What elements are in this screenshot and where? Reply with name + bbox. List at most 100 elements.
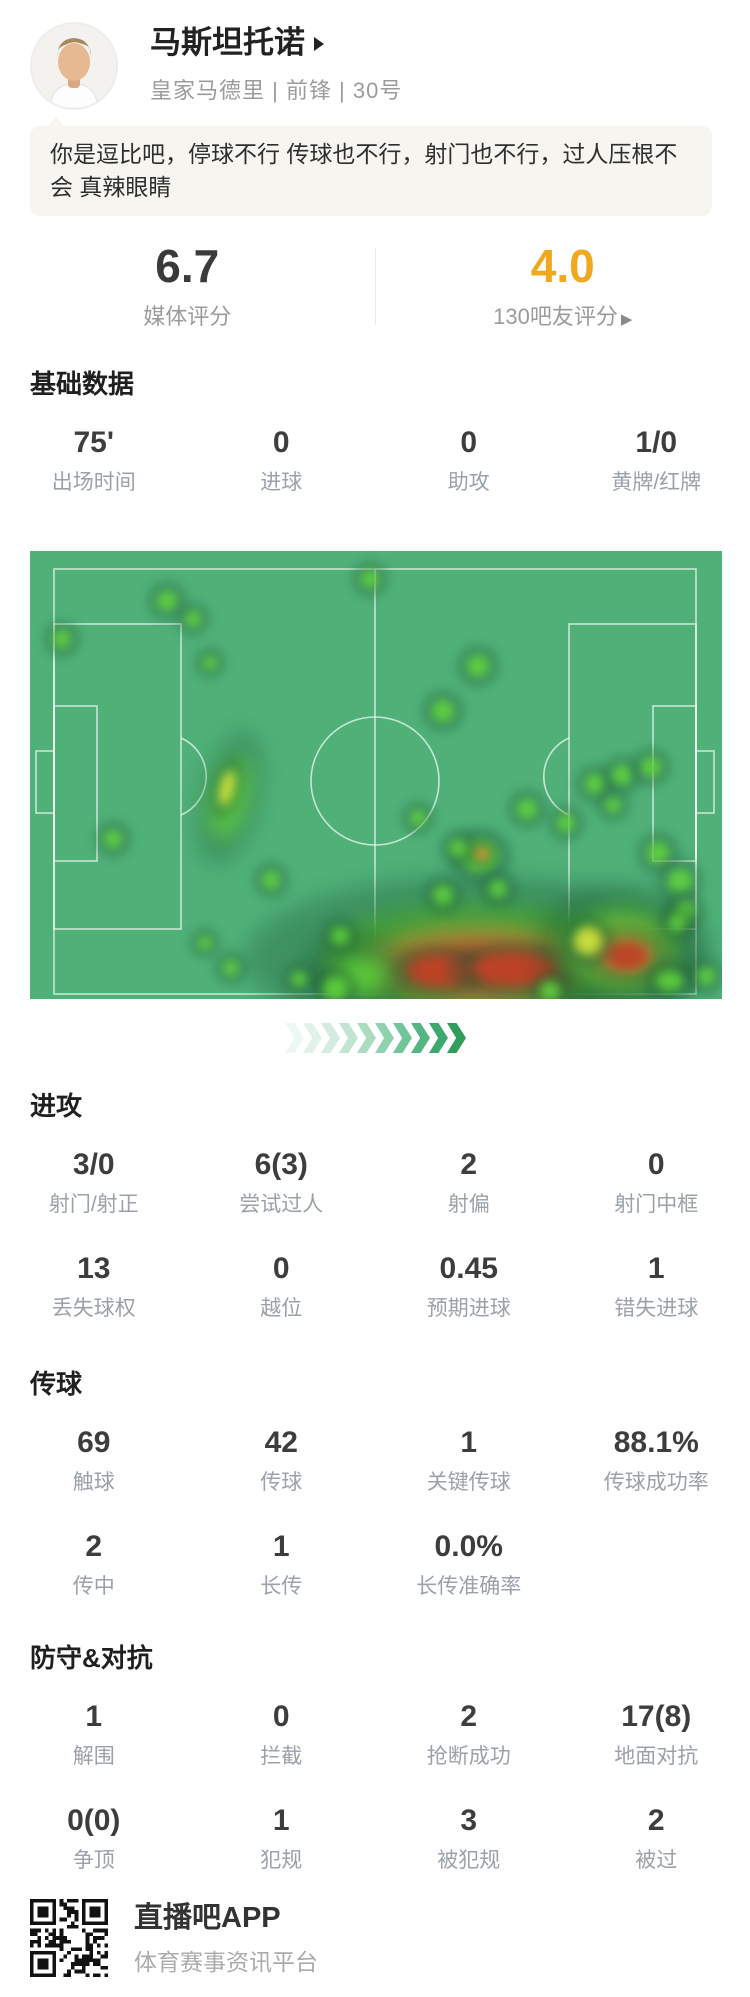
qr-module [52,1936,56,1940]
qr-module [85,1973,90,1977]
qr-module [70,1965,75,1970]
stat-label: 拦截 [260,1745,303,1768]
qr-module [67,1925,71,1929]
player-photo [32,24,116,108]
qr-module [37,1906,49,1918]
qr-module [89,1906,101,1918]
stat-value: 88.1% [613,1426,699,1459]
stat-label: 争顶 [72,1849,115,1872]
qr-module [89,1954,94,1959]
qr-module [78,1962,82,1966]
qr-module [74,1947,79,1951]
stat-value: 42 [264,1426,298,1459]
qr-module [70,1906,75,1911]
qr-module [37,1939,42,1944]
qr-module [78,1947,82,1951]
qr-module [93,1936,97,1940]
stat-label: 传球成功率 [603,1471,709,1494]
stat-value: 0 [272,426,290,459]
qr-module [82,1954,86,1959]
stat-value: 0.0% [434,1530,503,1563]
stat-label: 黄牌/红牌 [611,471,702,494]
qr-module [67,1969,71,1974]
qr-module [37,1936,42,1940]
qr-module [52,1928,56,1933]
stat-row: 1 解围 0 拦截 2 抢断成功 17(8) 地面对抗 [0,1699,750,1769]
qr-module [96,1928,101,1933]
heat-blob [647,842,669,864]
stat-value: 13 [77,1252,111,1285]
fans-rating[interactable]: 4.0 130吧友评分 ▶ [376,240,750,333]
qr-module [89,1958,94,1963]
qr-module [44,1943,49,1948]
stat-value: 0 [272,1700,290,1733]
qr-module [67,1910,71,1914]
hot-comment-text: 你是逗比吧，停球不行 传球也不行，射门也不行，过人压根不会 真辣眼睛 [50,141,678,200]
heat-blob [361,570,379,588]
chevron-right-icon [447,1023,466,1053]
qr-module [67,1906,71,1911]
heat-blob [198,936,212,950]
heat-blob [53,630,71,648]
chevron-right-icon [303,1023,322,1053]
heat-blob [517,799,537,819]
qr-module [59,1932,64,1937]
stat-label: 抢断成功 [426,1745,511,1768]
stat-cell: 0 助攻 [375,425,563,495]
heat-blob [331,927,349,945]
qr-module [67,1951,71,1955]
stat-value: 0 [272,1252,290,1285]
qr-module [30,1928,34,1933]
stat-label: 错失进球 [614,1297,699,1320]
qr-module [82,1965,86,1970]
stat-row: 2 传中 1 长传 0.0% 长传准确率 [0,1529,750,1599]
stat-value: 3 [460,1804,478,1837]
fans-rating-label[interactable]: 130吧友评分 ▶ [493,304,633,329]
chevron-right-icon [321,1023,340,1053]
player-detail-arrow-icon[interactable] [314,37,324,51]
stat-value: 2 [647,1804,665,1837]
stat-value: 3/0 [72,1148,115,1181]
heat-blob [641,757,661,777]
stat-cell: 0 进球 [188,425,376,495]
heat-blob [540,981,560,999]
qr-module [59,1899,64,1903]
heat-blob [223,960,239,976]
player-header[interactable]: 马斯坦托诺 皇家马德里 | 前锋 | 30号 [0,0,750,110]
stat-cell: 75' 出场时间 [0,425,188,495]
chevron-right-icon [411,1023,430,1053]
heat-blobs [43,560,722,999]
qr-module [100,1965,105,1970]
qr-code [30,1899,108,1977]
qr-module [56,1943,60,1948]
heat-blob [262,871,280,889]
player-heatmap [30,551,722,999]
qr-module [63,1939,68,1944]
stat-cell: 0.45 预期进球 [375,1251,563,1321]
section-basic-stats: 基础数据 75' 出场时间 0 进球 0 助攻 1/0 黄牌/红牌 [0,369,750,495]
stat-cell: 88.1% 传球成功率 [563,1425,750,1495]
stat-label: 助攻 [447,471,490,494]
stat-label: 出场时间 [51,471,136,494]
stat-cell: 0 拦截 [188,1699,376,1769]
stat-label: 地面对抗 [614,1745,699,1768]
heat-blob [607,943,647,969]
section-title: 基础数据 [30,369,135,399]
stat-cell: 0 越位 [188,1251,376,1321]
heat-blob [104,830,122,848]
stat-value: 2 [460,1148,478,1181]
qr-module [70,1899,75,1903]
qr-module [82,1958,86,1963]
stat-label: 解围 [72,1745,115,1768]
media-rating-value: 6.7 [155,240,220,292]
qr-module [82,1962,86,1966]
stat-cell: 3/0 射门/射正 [0,1147,188,1217]
qr-module [93,1973,97,1977]
qr-module [74,1925,79,1929]
player-name: 马斯坦托诺 [150,25,305,60]
qr-module [96,1958,101,1963]
qr-module [59,1943,64,1948]
qr-module [74,1899,79,1903]
stat-cell: 3 被犯规 [375,1803,563,1873]
qr-module [78,1969,82,1974]
